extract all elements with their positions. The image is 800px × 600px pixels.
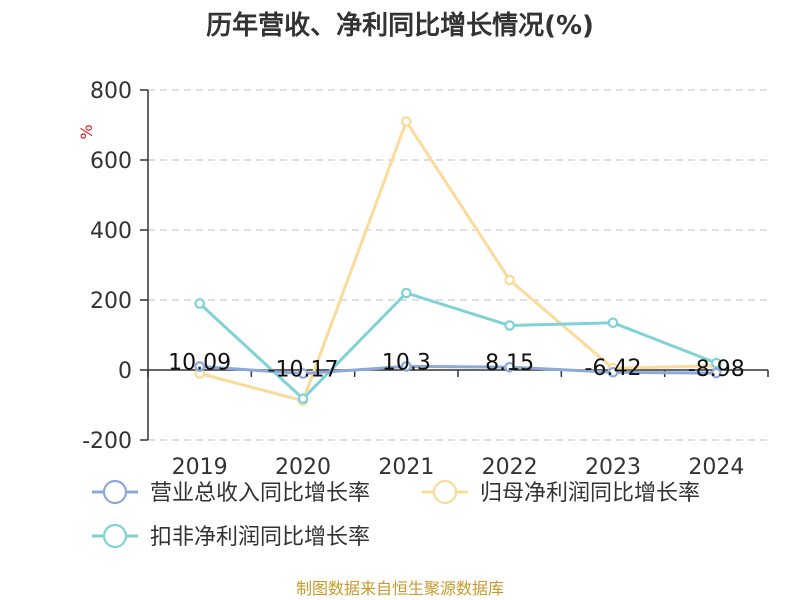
data-label: -10.17	[268, 358, 339, 383]
data-point	[607, 366, 619, 378]
data-label: -8.98	[688, 357, 745, 382]
y-tick-label: -200	[82, 429, 132, 454]
data-point	[711, 367, 722, 379]
source-note: 制图数据来自恒生聚源数据库	[296, 579, 504, 598]
legend-marker	[102, 523, 128, 549]
data-label: -6.42	[585, 356, 642, 381]
series-lines	[194, 116, 722, 407]
x-tick-label: 2019	[172, 455, 228, 480]
y-tick-label: 400	[90, 219, 132, 244]
data-point	[194, 361, 205, 372]
y-axis-unit-label: %	[77, 124, 96, 139]
data-label: 10.09	[168, 350, 231, 375]
data-point	[607, 317, 619, 329]
legend-label: 扣非净利润同比增长率	[150, 525, 370, 550]
data-point	[297, 368, 309, 379]
y-tick-label: 0	[118, 359, 132, 384]
legend-label: 归母净利润同比增长率	[480, 481, 700, 506]
y-tick-label: 200	[90, 289, 132, 314]
y-tick-label: 800	[90, 79, 132, 104]
data-label: 8.15	[485, 351, 534, 376]
data-point	[194, 298, 205, 309]
data-point	[504, 361, 515, 373]
data-point	[401, 361, 412, 372]
series-line	[199, 120, 717, 403]
x-tick-label: 2023	[585, 455, 641, 480]
x-tick-label: 2021	[378, 455, 434, 480]
data-point	[711, 357, 722, 369]
axes: -200 0 200 400 600 800 2019 2020 2021 2022 2023 202…	[82, 79, 769, 480]
grid-lines	[148, 89, 768, 441]
x-tick-label: 2020	[275, 455, 331, 480]
series-line	[198, 291, 717, 401]
series-line	[199, 364, 717, 376]
y-tick-label: 600	[90, 149, 132, 174]
data-point	[401, 116, 412, 127]
data-label: 10.3	[382, 350, 431, 375]
legend-marker	[102, 479, 128, 505]
data-point	[504, 274, 515, 286]
data-point	[504, 320, 515, 331]
legend-marker	[432, 479, 458, 505]
x-tick-label: 2024	[688, 455, 744, 480]
chart-title: 历年营收、净利同比增长情况(%)	[206, 10, 594, 41]
data-point	[401, 287, 412, 299]
data-point	[297, 393, 309, 404]
data-labels: 10.09 -10.17 10.3 8.15 -6.42 -8.98	[168, 350, 745, 382]
legend-label: 营业总收入同比增长率	[150, 481, 370, 506]
x-tick-label: 2022	[482, 455, 538, 480]
